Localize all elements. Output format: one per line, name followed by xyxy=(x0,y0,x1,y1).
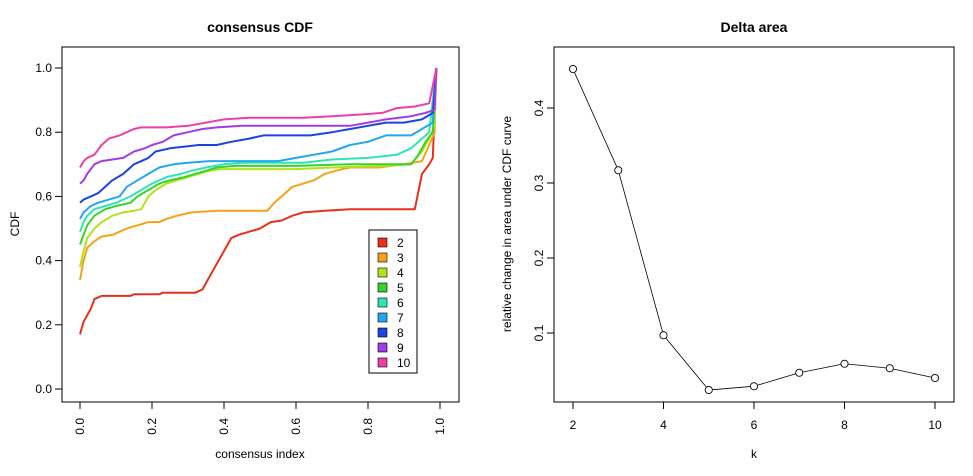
cdf-x-tick-label: 0.0 xyxy=(73,418,87,435)
delta-series-group xyxy=(568,64,940,395)
delta-line-segment xyxy=(893,368,932,378)
cdf-legend-box xyxy=(368,229,418,374)
cdf-line-k7 xyxy=(79,67,438,220)
cdf-title: consensus CDF xyxy=(207,19,313,35)
delta-x-tick-label: 8 xyxy=(841,418,848,432)
cdf-legend-swatch-5 xyxy=(377,282,388,293)
cdf-x-tick-label: 1.0 xyxy=(433,418,447,435)
cdf-legend-swatch-9 xyxy=(377,342,388,353)
delta-line-segment xyxy=(848,363,886,369)
cdf-line-k10 xyxy=(79,67,438,168)
delta-line-segment xyxy=(712,386,751,391)
cdf-legend-label-5: 5 xyxy=(397,281,404,295)
cdf-x-label: consensus index xyxy=(215,447,304,461)
cdf-legend-swatch-6 xyxy=(377,297,388,308)
delta-line-segment xyxy=(757,373,796,386)
delta-x-tick-label: 10 xyxy=(928,418,942,432)
cdf-x-tick-label: 0.4 xyxy=(217,418,231,435)
cdf-y-axis: 0.0 0.2 0.4 0.6 0.8 1.0 xyxy=(35,61,62,396)
delta-point-k2 xyxy=(568,64,578,74)
cdf-y-tick-label: 0.2 xyxy=(35,318,52,332)
delta-point-k9 xyxy=(885,364,894,373)
delta-point-k7 xyxy=(795,368,804,377)
delta-point-k6 xyxy=(749,382,759,391)
cdf-y-tick-label: 0.4 xyxy=(35,254,52,268)
cdf-y-tick-label: 1.0 xyxy=(35,61,52,75)
cdf-legend-label-2: 2 xyxy=(397,236,404,250)
cdf-x-tick-label: 0.6 xyxy=(289,418,303,435)
cdf-legend-swatch-8 xyxy=(377,327,388,338)
delta-plot-frame xyxy=(553,46,955,403)
delta-area-panel: Delta area 2 4 6 8 10 0.1 0.2 0.3 0.4 k relativ… xyxy=(500,19,955,461)
delta-y-tick-label: 0.1 xyxy=(532,324,546,341)
delta-line-segment xyxy=(574,72,617,167)
cdf-line-k9 xyxy=(79,67,438,185)
cdf-y-tick-label: 0.8 xyxy=(35,125,52,139)
cdf-plot-frame xyxy=(61,46,460,403)
cdf-legend-label-7: 7 xyxy=(397,311,404,325)
cdf-line-k5 xyxy=(79,67,438,245)
cdf-legend-swatch-3 xyxy=(377,252,388,263)
delta-y-tick-label: 0.4 xyxy=(532,99,546,116)
cdf-legend-label-3: 3 xyxy=(397,251,404,265)
consensus-cdf-panel: consensus CDF 0.0 0.2 0.4 0.6 0.8 1.0 0.00.20… xyxy=(8,19,460,461)
cdf-legend-label-8: 8 xyxy=(397,326,404,340)
delta-x-tick-label: 6 xyxy=(751,418,758,432)
delta-title: Delta area xyxy=(721,19,788,35)
cdf-legend-label-4: 4 xyxy=(397,266,404,280)
cdf-x-tick-label: 0.2 xyxy=(145,418,159,435)
delta-y-axis: 0.1 0.2 0.3 0.4 xyxy=(532,99,554,341)
cdf-legend-swatch-10 xyxy=(377,357,388,368)
cdf-legend-swatch-4 xyxy=(377,267,388,278)
delta-point-k10 xyxy=(930,373,940,383)
cdf-legend-label-10: 10 xyxy=(397,356,411,370)
delta-y-label: relative change in area under CDF curve xyxy=(500,116,514,332)
delta-line-segment xyxy=(618,174,663,332)
delta-point-k4 xyxy=(659,331,668,340)
delta-x-axis: 2 4 6 8 10 xyxy=(570,402,942,432)
delta-line-segment xyxy=(803,364,841,373)
delta-point-k8 xyxy=(840,359,849,368)
cdf-line-k6 xyxy=(79,67,438,233)
cdf-x-tick-label: 0.8 xyxy=(361,418,375,435)
cdf-line-k8 xyxy=(79,67,438,204)
delta-x-label: k xyxy=(751,447,758,461)
cdf-legend-swatch-7 xyxy=(377,312,388,323)
delta-point-k5 xyxy=(704,385,713,395)
cdf-legend-label-9: 9 xyxy=(397,341,404,355)
delta-line-segment xyxy=(665,338,707,388)
delta-y-tick-label: 0.2 xyxy=(532,249,546,266)
delta-y-tick-label: 0.3 xyxy=(532,174,546,191)
delta-point-k3 xyxy=(614,166,623,175)
cdf-x-axis: 0.0 0.2 0.4 0.6 0.8 1.0 xyxy=(73,402,447,435)
cdf-line-k2 xyxy=(79,67,438,335)
cdf-series-group xyxy=(79,67,438,335)
cdf-y-label: CDF xyxy=(8,212,22,237)
cdf-y-tick-label: 0.0 xyxy=(35,382,52,396)
cdf-legend-swatch-2 xyxy=(377,237,388,248)
cdf-legend-label-6: 6 xyxy=(397,296,404,310)
delta-x-tick-label: 2 xyxy=(570,418,577,432)
cdf-y-tick-label: 0.6 xyxy=(35,189,52,203)
delta-x-tick-label: 4 xyxy=(660,418,667,432)
